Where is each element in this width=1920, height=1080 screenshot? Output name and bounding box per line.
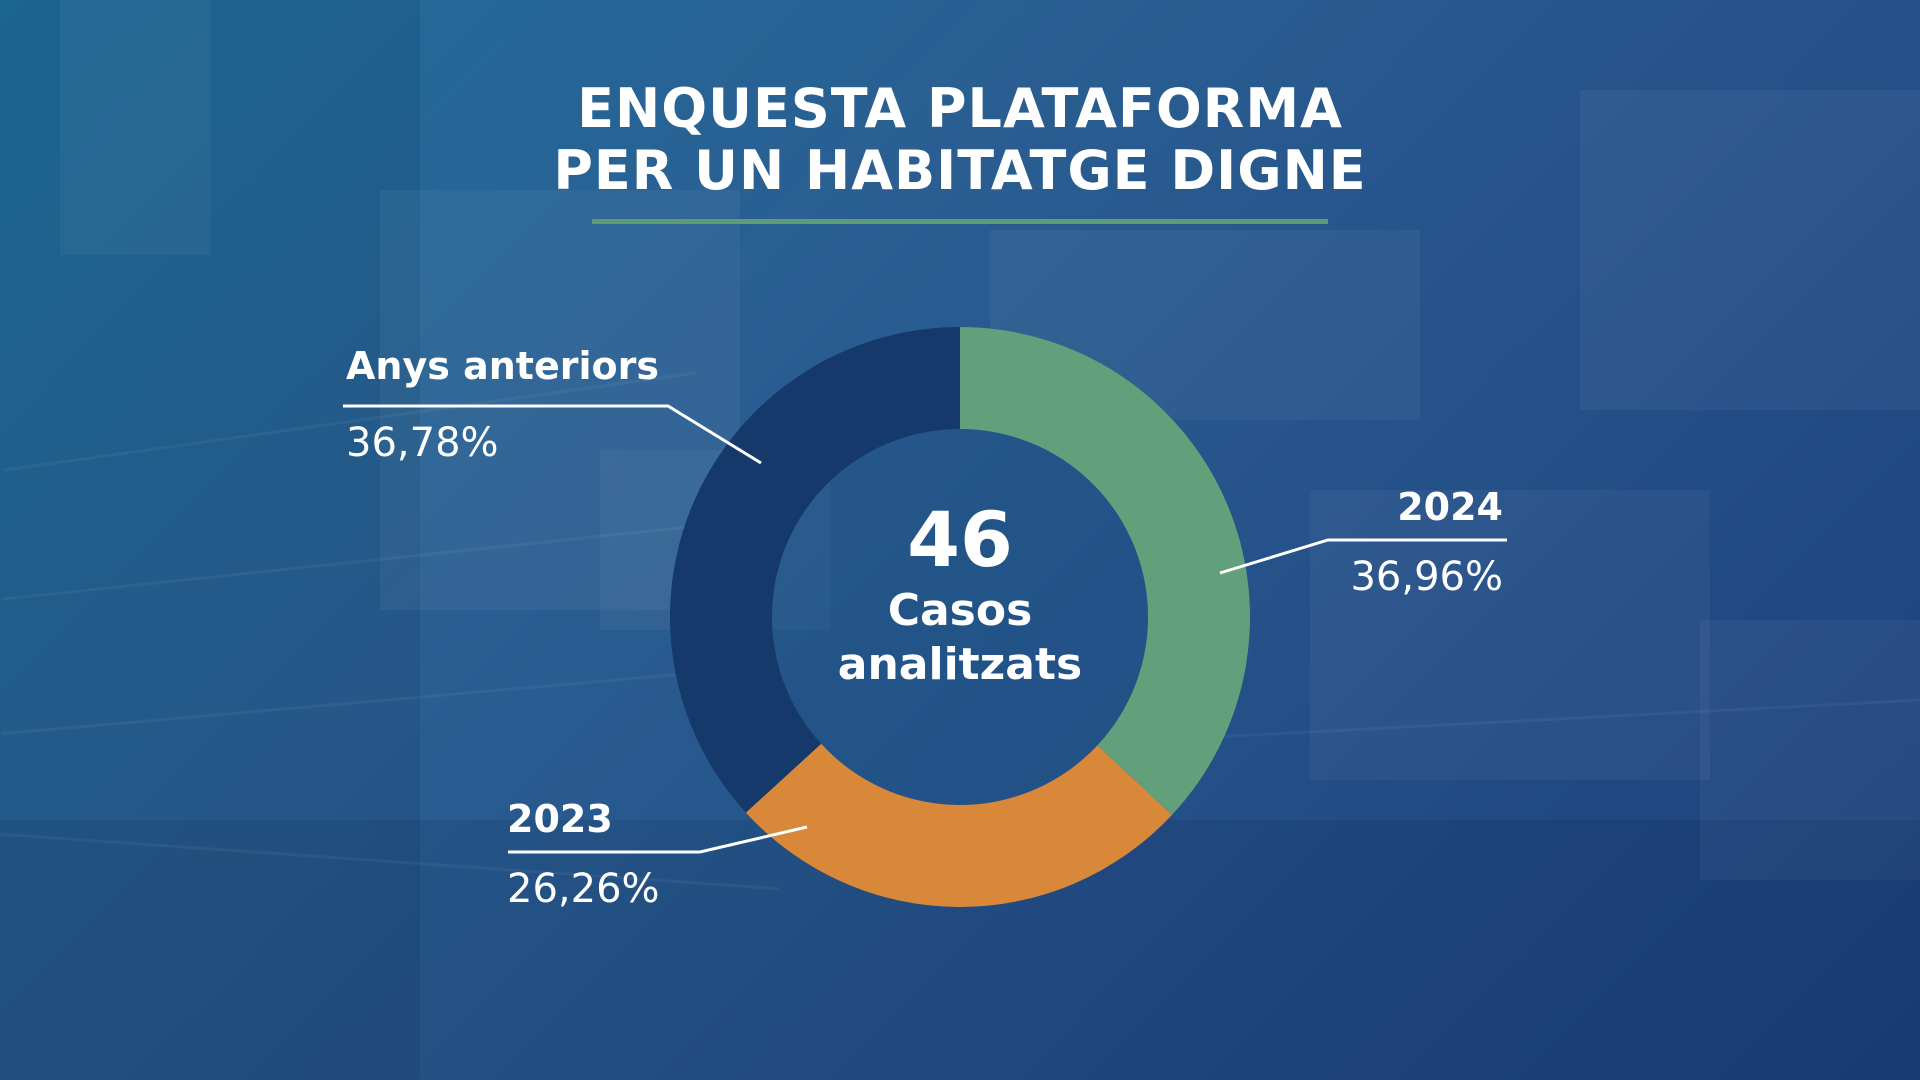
center-caption-line-2: analitzats — [837, 639, 1083, 690]
leader-line-2024 — [1219, 538, 1507, 575]
label-2024: 2024 — [1397, 485, 1503, 529]
leader-line-previous — [343, 404, 762, 465]
title-line-2: PER UN HABITATGE DIGNE — [553, 139, 1367, 202]
label-previous-years: Anys anteriors — [346, 344, 659, 388]
center-total: 46 — [907, 495, 1013, 584]
donut-slice-2023 — [745, 743, 1172, 908]
value-previous-years: 36,78% — [346, 420, 499, 466]
leader-line-2023 — [508, 825, 808, 854]
leader-lines — [343, 404, 1507, 854]
value-2024: 36,96% — [1350, 554, 1503, 600]
title-underline — [592, 219, 1328, 224]
chart-title: ENQUESTA PLATAFORMA PER UN HABITATGE DIG… — [0, 78, 1920, 202]
center-caption-line-1: Casos — [887, 585, 1033, 636]
donut-slices — [669, 327, 1251, 908]
center-caption: Casos analitzats — [760, 584, 1160, 692]
donut-slice-anys-anteriors — [669, 327, 960, 813]
title-line-1: ENQUESTA PLATAFORMA — [577, 77, 1343, 140]
value-2023: 26,26% — [507, 866, 660, 912]
donut-slice-2024 — [960, 327, 1251, 815]
donut-hole — [772, 429, 1148, 805]
label-2023: 2023 — [507, 797, 613, 841]
